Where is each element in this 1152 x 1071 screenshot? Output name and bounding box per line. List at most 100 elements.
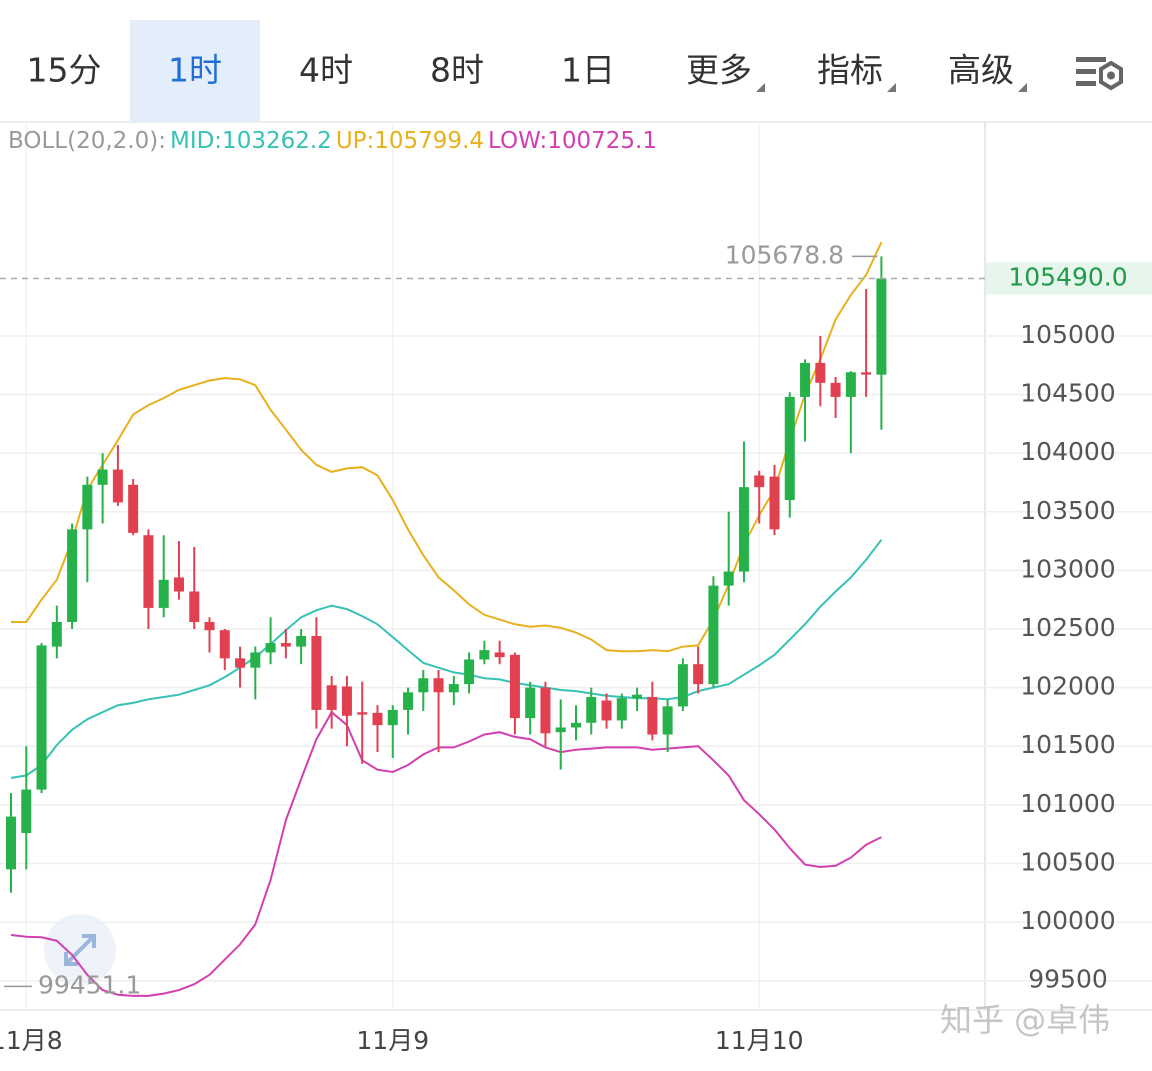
candle-body bbox=[784, 396, 795, 501]
candle-body bbox=[341, 686, 352, 716]
price-label-bg bbox=[986, 262, 1152, 295]
y-tick-label: 101500 bbox=[1020, 730, 1115, 759]
x-tick-label: 11月8 bbox=[0, 1026, 63, 1055]
candle-body bbox=[387, 709, 398, 726]
watermark: 知乎 @卓伟 bbox=[940, 1001, 1110, 1039]
y-tick-label: 104500 bbox=[1020, 379, 1115, 408]
tab-label[interactable]: 高级 bbox=[948, 51, 1014, 90]
candle-body bbox=[662, 706, 673, 735]
candle-body bbox=[616, 698, 627, 721]
candle-body bbox=[601, 700, 612, 721]
candle-body bbox=[479, 650, 490, 660]
candle-body bbox=[845, 372, 856, 397]
icon-bar bbox=[1076, 81, 1096, 86]
y-tick-label: 100500 bbox=[1020, 847, 1115, 876]
settings-icon[interactable] bbox=[1076, 57, 1123, 91]
y-tick-label: 99500 bbox=[1028, 965, 1108, 994]
candle-body bbox=[67, 529, 78, 622]
candle-body bbox=[51, 621, 62, 647]
candle-body bbox=[647, 697, 658, 735]
candle-body bbox=[494, 652, 505, 658]
tab-label[interactable]: 指标 bbox=[817, 51, 883, 90]
icon-hex bbox=[1099, 60, 1123, 91]
y-tick-label: 100000 bbox=[1020, 906, 1115, 935]
candle-body bbox=[326, 685, 337, 710]
candle-body bbox=[632, 694, 643, 699]
candle-body bbox=[21, 789, 32, 833]
candle-body bbox=[143, 535, 154, 608]
tab-selected-bg bbox=[130, 20, 260, 122]
candle-body bbox=[6, 816, 16, 870]
tab-label[interactable]: 1日 bbox=[561, 51, 615, 90]
expand-button[interactable] bbox=[44, 914, 116, 986]
candle-body bbox=[586, 697, 597, 723]
candle-body bbox=[36, 645, 47, 790]
legend-item: LOW:100725.1 bbox=[488, 128, 657, 154]
candle-body bbox=[800, 362, 811, 397]
candle-body bbox=[433, 678, 444, 693]
candle-body bbox=[403, 692, 414, 710]
tab-label[interactable]: 8时 bbox=[430, 51, 484, 90]
icon-dot bbox=[1107, 71, 1115, 80]
candle-body bbox=[525, 687, 536, 719]
candle-body bbox=[418, 678, 429, 693]
candle-body bbox=[250, 652, 261, 668]
legend-item: BOLL(20,2.0): bbox=[8, 128, 166, 154]
candle-body bbox=[769, 476, 780, 530]
y-tick-label: 104000 bbox=[1020, 437, 1115, 466]
candle-body bbox=[296, 636, 307, 647]
candle-body bbox=[235, 658, 246, 668]
candle-body bbox=[204, 621, 215, 631]
price-label: 105490.0 bbox=[1008, 262, 1127, 291]
candle-body bbox=[693, 664, 704, 685]
candle-body bbox=[754, 475, 765, 488]
boll-line bbox=[10, 710, 882, 997]
candle-body bbox=[815, 362, 826, 383]
legend: BOLL(20,2.0): MID:103262.2 UP:105799.4 LOW:… bbox=[8, 128, 657, 154]
min-marker-label: 99451.1 bbox=[38, 970, 141, 999]
candle-body bbox=[738, 487, 749, 572]
boll-line bbox=[10, 539, 883, 779]
candle-body bbox=[82, 484, 93, 530]
candle-body bbox=[861, 372, 872, 375]
candle-body bbox=[280, 643, 291, 647]
candle-body bbox=[723, 571, 734, 586]
candle-body bbox=[876, 278, 887, 375]
legend-item: UP:105799.4 bbox=[336, 128, 484, 154]
tab-label[interactable]: 更多 bbox=[686, 51, 752, 90]
candle-body bbox=[677, 664, 688, 707]
candle-body bbox=[372, 712, 383, 726]
candle-body bbox=[555, 727, 566, 733]
y-tick-label: 103000 bbox=[1020, 554, 1115, 583]
candle-body bbox=[311, 636, 322, 710]
candle-body bbox=[830, 382, 841, 397]
candle-body bbox=[219, 630, 230, 659]
candle-body bbox=[570, 722, 581, 728]
x-tick-label: 11月9 bbox=[356, 1026, 429, 1055]
candle-body bbox=[509, 654, 520, 719]
boll-line bbox=[11, 241, 883, 653]
candle-body bbox=[708, 585, 719, 685]
tab-label[interactable]: 4时 bbox=[299, 51, 353, 90]
candle-body bbox=[189, 591, 200, 622]
candle-body bbox=[158, 579, 169, 608]
candle-body bbox=[357, 712, 368, 715]
candle-body bbox=[265, 643, 276, 653]
tab-menu-triangle bbox=[1018, 83, 1027, 92]
y-tick-label: 105000 bbox=[1020, 320, 1115, 349]
expand-arrow bbox=[64, 934, 96, 966]
tab-menu-triangle bbox=[887, 83, 896, 92]
x-tick-label: 11月10 bbox=[715, 1026, 804, 1055]
y-tick-label: 102500 bbox=[1020, 613, 1115, 642]
icon-bar bbox=[1076, 57, 1106, 62]
candle-body bbox=[464, 659, 475, 685]
y-tick-label: 103500 bbox=[1020, 496, 1115, 525]
y-tick-label: 102000 bbox=[1020, 672, 1115, 701]
legend-item: MID:103262.2 bbox=[170, 128, 332, 154]
y-tick-label: 101000 bbox=[1020, 789, 1115, 818]
tab-label[interactable]: 15分 bbox=[27, 51, 102, 90]
candle-body bbox=[173, 577, 184, 592]
tab-label[interactable]: 1时 bbox=[168, 51, 222, 90]
